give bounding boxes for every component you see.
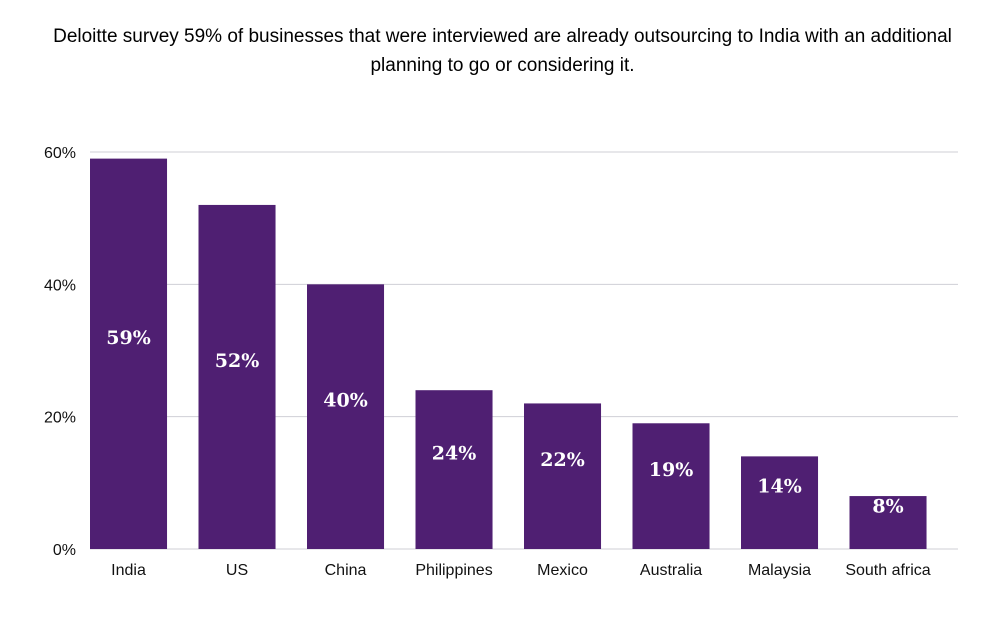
y-tick-label: 20% (44, 410, 76, 427)
data-label: 19% (649, 459, 694, 481)
bar (415, 390, 493, 549)
bar (198, 204, 276, 549)
data-label: 22% (540, 449, 585, 471)
x-axis-category-labels: India US China Philippines Mexico Australia Ma… (111, 562, 931, 579)
y-tick-label: 60% (44, 145, 76, 162)
bar (741, 456, 819, 549)
data-label: 8% (872, 496, 903, 518)
chart-title: Deloitte survey 59% of businesses that w… (53, 26, 952, 76)
data-label: 52% (215, 350, 260, 372)
x-tick-label: Australia (640, 562, 702, 579)
y-tick-label: 0% (53, 542, 76, 559)
bar (632, 423, 710, 549)
data-label: 14% (757, 476, 802, 498)
x-tick-label: US (226, 562, 248, 579)
bar (849, 496, 927, 549)
data-label: 24% (432, 443, 477, 465)
bar (307, 284, 385, 549)
x-tick-label: Philippines (415, 562, 492, 579)
y-tick-label: 40% (44, 277, 76, 294)
bar (524, 403, 602, 549)
x-tick-label: China (325, 562, 367, 579)
data-labels: 59% 52% 40% 24% 22% 19% 14% 8% (106, 327, 903, 518)
x-tick-label: South africa (845, 562, 930, 579)
data-label: 59% (106, 327, 151, 349)
x-tick-label: Mexico (537, 562, 588, 579)
x-tick-label: India (111, 562, 146, 579)
bars (90, 158, 927, 549)
x-tick-label: Malaysia (748, 562, 811, 579)
data-label: 40% (323, 390, 368, 412)
bar (90, 158, 168, 549)
y-axis-tick-labels: 0% 20% 40% 60% (44, 145, 76, 559)
